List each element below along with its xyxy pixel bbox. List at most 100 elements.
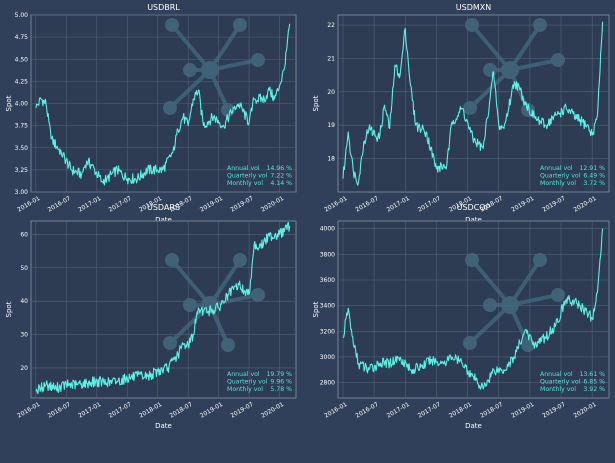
watermark-node — [483, 298, 497, 312]
y-tick-label: 4.25 — [15, 78, 29, 85]
vol-stat-value: 5.78 % — [270, 386, 292, 393]
x-axis-label: Date — [155, 216, 172, 224]
watermark-spoke — [470, 23, 512, 72]
y-axis-label: Spot — [5, 95, 13, 111]
vol-stat-value: 19.79 % — [266, 371, 292, 378]
y-tick-label: 20 — [327, 89, 335, 96]
watermark-node — [233, 253, 247, 267]
y-tick-label: 4000 — [320, 226, 335, 233]
y-tick-label: 3400 — [320, 303, 335, 310]
vol-stat-value: 7.22 % — [270, 173, 292, 180]
y-tick-label: 4.75 — [15, 34, 29, 41]
vol-stat-label: Quarterly vol — [227, 173, 268, 180]
vol-stat-value: 6.49 % — [583, 173, 605, 180]
x-tick-label: 2019-07 — [229, 195, 254, 214]
watermark-hub — [501, 296, 519, 314]
vol-stat-label: Quarterly vol — [540, 379, 581, 386]
x-axis-label: Date — [155, 422, 172, 430]
watermark-node — [251, 288, 265, 302]
vol-stat-value: 14.96 % — [266, 165, 292, 172]
x-tick-label: 2016-01 — [16, 195, 41, 214]
watermark-node — [551, 53, 565, 67]
vol-stat-value: 3.92 % — [583, 386, 605, 393]
chart-panel-usdmxn: 18 19 20 21 22 2016-01 2016-07 2017-01 2017-07 20… — [312, 3, 610, 224]
watermark-spoke — [470, 258, 512, 307]
x-tick-label: 2017-01 — [77, 401, 102, 420]
x-tick-label: 2018-07 — [479, 401, 504, 420]
plot-area — [337, 220, 610, 399]
watermark-node — [233, 18, 247, 32]
x-tick-label: 2020-01 — [260, 195, 285, 214]
vol-stat-label: Monthly vol — [540, 180, 576, 187]
vol-stat-label: Annual vol — [540, 165, 573, 172]
watermark-spoke — [208, 23, 242, 72]
y-tick-label: 3000 — [320, 354, 335, 361]
y-axis-label: Spot — [312, 301, 320, 317]
x-tick-label: 2018-07 — [168, 401, 193, 420]
vol-stat-label: Monthly vol — [227, 386, 263, 393]
y-tick-label: 4.00 — [15, 101, 29, 108]
x-tick-label: 2019-07 — [229, 401, 254, 420]
watermark-hub — [501, 61, 519, 79]
x-tick-label: 2019-07 — [541, 195, 566, 214]
watermark-spoke — [468, 303, 512, 345]
y-tick-label: 20 — [20, 365, 28, 372]
y-tick-label: 3.00 — [15, 189, 29, 196]
y-tick-label: 3200 — [320, 328, 335, 335]
x-tick-label: 2016-01 — [323, 401, 348, 420]
watermark-node — [165, 253, 179, 267]
y-tick-label: 30 — [20, 332, 28, 339]
x-tick-label: 2020-01 — [572, 401, 597, 420]
vol-stat-label: Annual vol — [540, 371, 573, 378]
y-tick-label: 60 — [20, 231, 28, 238]
y-tick-label: 3.50 — [15, 145, 29, 152]
watermark-node — [483, 63, 497, 77]
vol-stat-value: 3.72 % — [583, 180, 605, 187]
x-tick-label: 2016-07 — [47, 195, 72, 214]
series-line — [35, 23, 291, 186]
x-axis-label: Date — [465, 216, 482, 224]
vol-stat-label: Monthly vol — [540, 386, 576, 393]
watermark-node — [551, 288, 565, 302]
watermark-logo — [463, 253, 565, 352]
x-tick-label: 2016-01 — [16, 401, 41, 420]
series-line — [35, 221, 291, 395]
chart-panel-usdbrl: 3.00 3.25 3.50 3.75 4.00 4.25 4.50 4.75 5.00 2016… — [5, 3, 297, 224]
x-tick-label: 2017-07 — [417, 195, 442, 214]
y-tick-label: 5.00 — [15, 12, 29, 19]
y-axis-label: Spot — [5, 301, 13, 317]
chart-title: USDBRL — [147, 3, 180, 12]
y-tick-label: 21 — [327, 55, 335, 62]
series-line — [342, 21, 604, 186]
watermark-node — [463, 101, 477, 115]
y-tick-label: 40 — [20, 298, 28, 305]
y-tick-label: 4.50 — [15, 56, 29, 63]
x-tick-label: 2019-01 — [510, 401, 535, 420]
chart-title: USDCOP — [457, 203, 491, 212]
watermark-spoke — [508, 258, 542, 307]
x-tick-label: 2018-01 — [448, 401, 473, 420]
watermark-spoke — [170, 23, 212, 72]
x-tick-label: 2017-01 — [386, 195, 411, 214]
y-tick-label: 3.25 — [15, 167, 29, 174]
y-tick-label: 19 — [327, 122, 335, 129]
y-tick-label: 18 — [327, 156, 335, 163]
series-line — [342, 228, 604, 390]
y-axis-label: Spot — [312, 95, 320, 111]
x-tick-label: 2016-07 — [354, 401, 379, 420]
y-tick-label: 3600 — [320, 277, 335, 284]
watermark-spoke — [168, 68, 212, 110]
watermark-node — [165, 18, 179, 32]
watermark-node — [183, 63, 197, 77]
watermark-node — [463, 336, 477, 350]
y-tick-label: 50 — [20, 265, 28, 272]
x-tick-label: 2019-07 — [541, 401, 566, 420]
x-tick-label: 2016-07 — [47, 401, 72, 420]
x-axis-label: Date — [465, 422, 482, 430]
chart-title: USDARS — [147, 203, 180, 212]
vol-stat-value: 13.61 % — [579, 371, 605, 378]
vol-stat-label: Annual vol — [227, 371, 260, 378]
y-tick-label: 22 — [327, 22, 335, 29]
watermark-hub — [201, 296, 219, 314]
